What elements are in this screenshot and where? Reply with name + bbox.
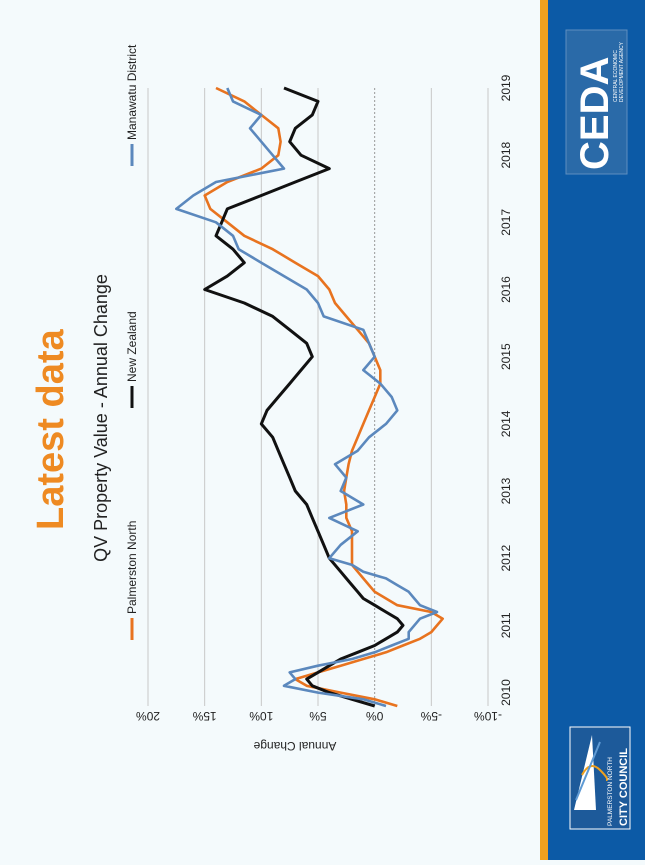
ceda-logo: CEDA CENTRAL ECONOMIC DEVELOPMENT AGENCY	[565, 29, 628, 175]
x-tick-label: 2013	[499, 477, 513, 504]
y-tick-label: 15%	[192, 709, 216, 723]
legend-label: New Zealand	[125, 311, 139, 382]
x-tick-label: 2012	[499, 545, 513, 572]
y-tick-label: 5%	[309, 709, 327, 723]
x-tick-label: 2017	[499, 209, 513, 236]
chart: QV Property Value - Annual Change Annual…	[91, 44, 513, 753]
council-emblem-icon	[574, 735, 609, 810]
x-tick-label: 2015	[499, 343, 513, 370]
council-name-line1: PALMERSTON NORTH	[607, 757, 614, 826]
ceda-tagline-line1: CENTRAL ECONOMIC	[613, 50, 619, 102]
chart-title: QV Property Value - Annual Change	[91, 274, 111, 562]
x-tick-label: 2010	[499, 679, 513, 706]
ceda-wordmark: CEDA	[573, 57, 617, 170]
council-name-line2: CITY COUNCIL	[618, 748, 630, 826]
y-tick-label: 10%	[249, 709, 273, 723]
x-tick-label: 2014	[499, 410, 513, 437]
series-line-palmerston-north	[203, 86, 445, 708]
council-logo: PALMERSTON NORTH CITY COUNCIL	[569, 726, 631, 830]
y-tick-label: -5%	[420, 709, 442, 723]
y-tick-label: 0%	[366, 709, 384, 723]
series-line-manawatu-district	[175, 87, 439, 708]
y-axis-label: Annual Change	[253, 739, 336, 753]
legend-label: Palmerston North	[125, 521, 139, 614]
y-tick-label: 20%	[136, 709, 160, 723]
x-tick-label: 2016	[499, 276, 513, 303]
x-tick-label: 2011	[499, 612, 513, 638]
series-line-new-zealand	[203, 86, 405, 708]
legend: Palmerston North New Zealand Manawatu Dist…	[125, 44, 139, 640]
ceda-tagline-line2: DEVELOPMENT AGENCY	[619, 41, 625, 102]
y-tick-label: -10%	[474, 709, 502, 723]
legend-label: Manawatu District	[125, 44, 139, 140]
x-tick-label: 2018	[499, 142, 513, 169]
slide-heading: Latest data	[30, 329, 72, 530]
x-tick-label: 2019	[499, 74, 513, 101]
orange-accent-stripe	[540, 0, 548, 860]
